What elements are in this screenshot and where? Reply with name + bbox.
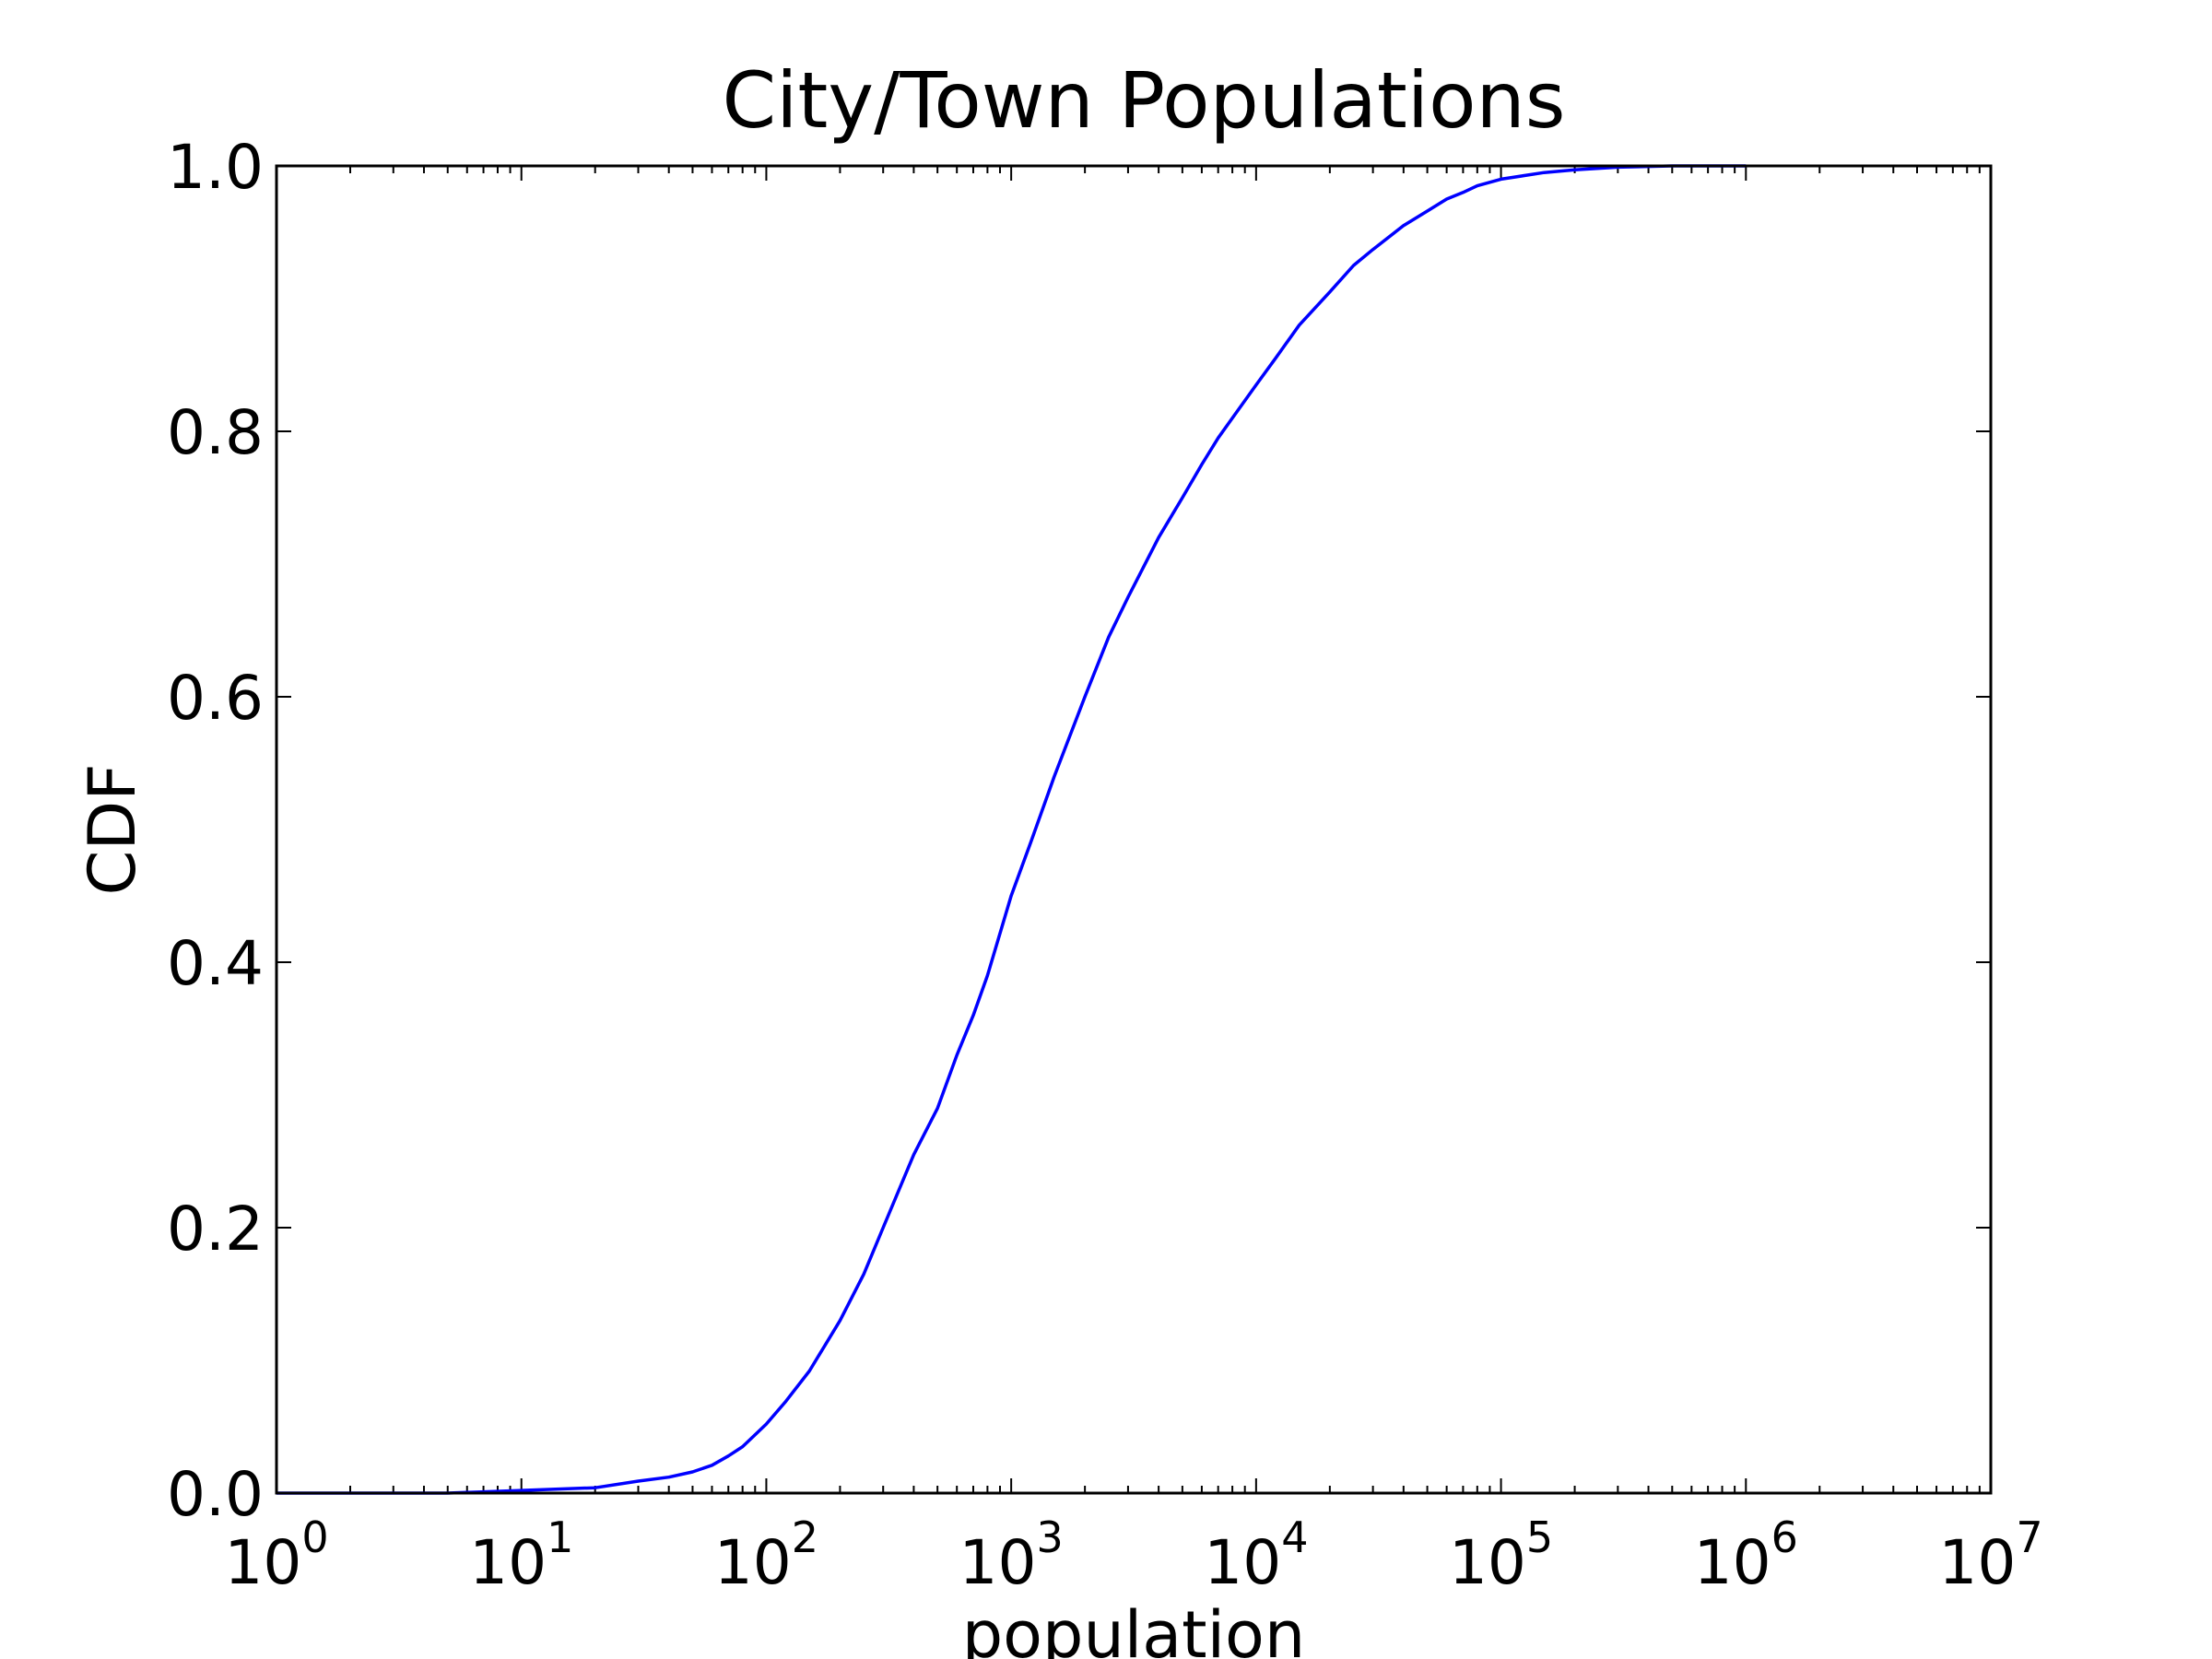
x-tick-base: 10 bbox=[1938, 1527, 2016, 1598]
x-tick-exponent: 0 bbox=[301, 1512, 328, 1562]
x-tick-exponent: 6 bbox=[1771, 1512, 1798, 1562]
x-tick-label: 102 bbox=[714, 1512, 818, 1598]
x-tick-label: 101 bbox=[469, 1512, 573, 1598]
x-tick-label: 105 bbox=[1449, 1512, 1553, 1598]
x-tick-exponent: 1 bbox=[547, 1512, 573, 1562]
x-tick-base: 10 bbox=[469, 1527, 547, 1598]
x-tick-base: 10 bbox=[1449, 1527, 1526, 1598]
x-tick-exponent: 4 bbox=[1281, 1512, 1308, 1562]
x-tick-base: 10 bbox=[714, 1527, 792, 1598]
y-tick-label: 0.0 bbox=[167, 1459, 264, 1530]
y-tick-label: 0.2 bbox=[167, 1194, 264, 1265]
axis-ticks bbox=[276, 165, 1992, 1494]
x-tick-base: 10 bbox=[224, 1527, 301, 1598]
chart-title: City/Town Populations bbox=[722, 55, 1565, 146]
x-tick-label: 103 bbox=[959, 1512, 1064, 1598]
x-tick-base: 10 bbox=[959, 1527, 1037, 1598]
x-tick-label: 100 bbox=[224, 1512, 328, 1598]
x-tick-label: 106 bbox=[1694, 1512, 1798, 1598]
x-tick-base: 10 bbox=[1204, 1527, 1281, 1598]
x-tick-exponent: 2 bbox=[792, 1512, 818, 1562]
x-tick-base: 10 bbox=[1694, 1527, 1771, 1598]
y-tick-label: 1.0 bbox=[167, 132, 264, 203]
x-tick-label: 104 bbox=[1204, 1512, 1308, 1598]
x-tick-label: 107 bbox=[1938, 1512, 2042, 1598]
x-axis-label: population bbox=[962, 1597, 1306, 1659]
series-line bbox=[276, 164, 1747, 1495]
y-tick-label: 0.4 bbox=[167, 928, 264, 999]
x-tick-exponent: 5 bbox=[1526, 1512, 1553, 1562]
x-tick-exponent: 3 bbox=[1036, 1512, 1063, 1562]
y-tick-label: 0.8 bbox=[167, 397, 264, 468]
x-tick-exponent: 7 bbox=[2016, 1512, 2042, 1562]
y-axis-label: CDF bbox=[75, 763, 150, 895]
axis-tick-labels: 100 101 102 103 104 105 106 1070.00.20.40.60.81… bbox=[167, 132, 2043, 1598]
y-tick-label: 0.6 bbox=[167, 663, 264, 734]
plot-area-frame bbox=[275, 164, 1993, 1495]
